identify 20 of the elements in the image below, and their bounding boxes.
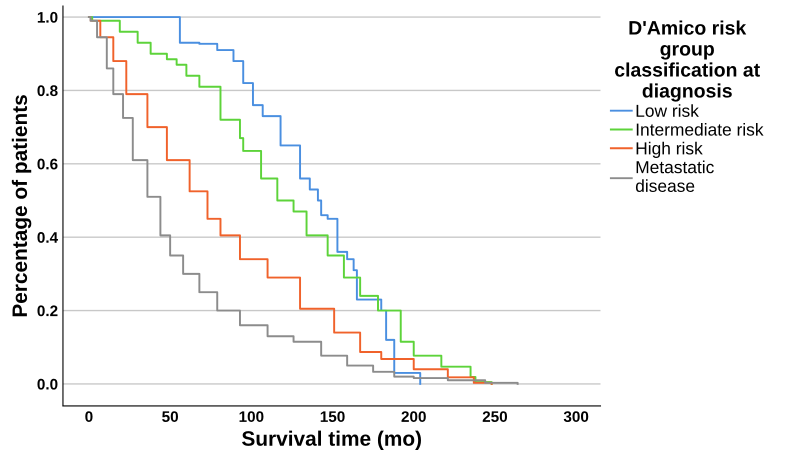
y-tick-label: 0.4: [37, 232, 58, 243]
legend-label: Low risk: [636, 104, 699, 117]
legend-title: D'Amico risk group classification at diagnosis: [615, 20, 760, 102]
y-tick-label: 1.0: [38, 12, 58, 23]
x-tick-label: 0: [85, 411, 93, 422]
x-tick-label: 150: [320, 411, 345, 422]
x-tick-label: 250: [482, 411, 508, 422]
x-tick-label: 100: [240, 411, 264, 422]
y-tick-label: 0.6: [37, 158, 58, 170]
x-axis-title: Survival time (mo): [242, 430, 421, 450]
x-tick-label: 300: [564, 411, 588, 422]
y-tick-label: 0.2: [37, 305, 58, 316]
legend-label: Intermediate risk: [636, 122, 764, 136]
y-tick-label: 0.8: [37, 85, 58, 96]
legend-label: High risk: [636, 142, 703, 158]
legend-label: Metastatic disease: [636, 160, 714, 192]
y-axis-title: Percentage of patients: [12, 95, 32, 316]
y-tick-label: 0.0: [37, 378, 58, 390]
x-tick-label: 200: [402, 411, 426, 422]
x-tick-label: 50: [162, 411, 178, 422]
